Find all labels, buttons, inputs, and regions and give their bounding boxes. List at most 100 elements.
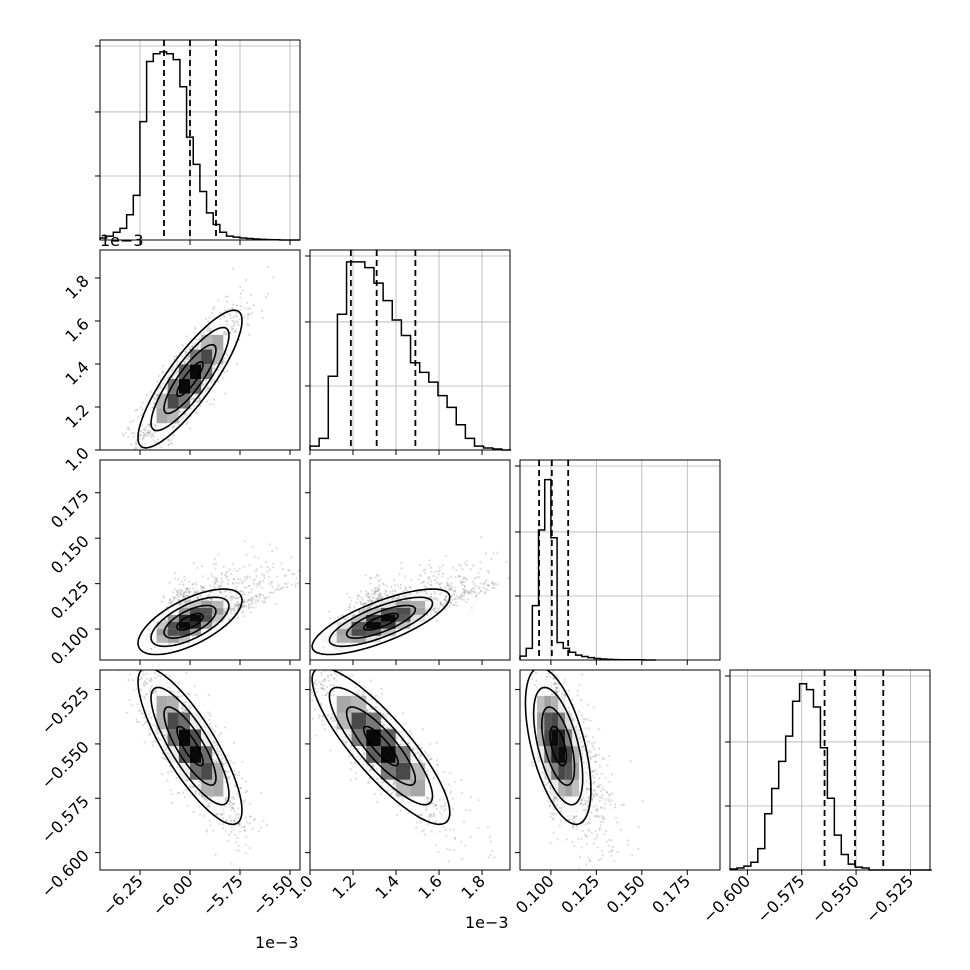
scatter-point xyxy=(185,587,188,590)
scatter-point xyxy=(396,584,399,587)
scatter-point xyxy=(212,366,215,369)
hist-panel-3 xyxy=(725,669,932,871)
scatter-point xyxy=(436,619,439,622)
scatter-point xyxy=(479,568,482,571)
scatter-point xyxy=(151,406,154,409)
scatter-point xyxy=(234,602,237,605)
scatter-point xyxy=(259,580,262,583)
scatter-point xyxy=(470,588,473,592)
scatter-point xyxy=(219,365,222,368)
scatter-point xyxy=(229,609,232,612)
scatter-point xyxy=(207,577,210,580)
scatter-point xyxy=(425,591,428,594)
scatter-point xyxy=(487,584,490,587)
scatter-point xyxy=(244,600,247,603)
scatter-point xyxy=(234,821,237,824)
scatter-point xyxy=(178,603,182,606)
scatter-point xyxy=(233,578,236,581)
scatter-point xyxy=(149,390,152,393)
scatter-point xyxy=(226,295,229,298)
scatter-point xyxy=(461,581,465,584)
scatter-point xyxy=(250,598,253,602)
scatter-point xyxy=(398,573,401,576)
scatter-point xyxy=(230,826,233,829)
scatter-point xyxy=(153,430,156,434)
scatter-point xyxy=(127,435,130,438)
scatter-point xyxy=(429,595,432,599)
scatter-point xyxy=(162,371,165,374)
scatter-point xyxy=(232,582,235,586)
scatter-point xyxy=(165,735,168,738)
scatter-point xyxy=(179,602,182,605)
scatter-point xyxy=(443,598,446,601)
scatter-point xyxy=(154,423,157,426)
scatter-point xyxy=(367,592,370,596)
scatter-point xyxy=(492,582,496,585)
scatter-point xyxy=(152,690,155,693)
scatter-point xyxy=(234,785,237,788)
scatter-point xyxy=(494,582,497,586)
scatter-point xyxy=(228,307,231,310)
scatter-point xyxy=(259,593,262,597)
scatter-point xyxy=(442,604,445,608)
scatter-point xyxy=(405,593,408,596)
scatter-point xyxy=(120,666,122,668)
scatter-point xyxy=(450,582,453,585)
scatter-point xyxy=(404,587,407,591)
scatter-point xyxy=(450,585,453,589)
scatter-point xyxy=(393,596,396,599)
scatter-point xyxy=(183,796,187,799)
scatter-point xyxy=(128,455,130,457)
scatter-point xyxy=(270,591,273,594)
scatter-point xyxy=(484,580,487,584)
scatter-point xyxy=(138,709,141,712)
scatter-point xyxy=(230,612,233,615)
scatter-point xyxy=(122,432,125,435)
scatter-point xyxy=(226,570,229,573)
scatter-point xyxy=(377,593,380,596)
scatter-point xyxy=(362,608,365,611)
scatter-point xyxy=(358,609,361,613)
scatter-point xyxy=(290,583,294,586)
scatter-point xyxy=(246,575,249,578)
scatter-point xyxy=(186,588,189,592)
scatter-point xyxy=(142,436,145,439)
scatter-point xyxy=(241,606,244,609)
scatter-point xyxy=(434,597,437,600)
scatter-point xyxy=(208,316,211,319)
scatter-point xyxy=(373,591,376,594)
scatter-point xyxy=(271,580,274,584)
scatter-frame-2-0 xyxy=(99,459,301,661)
scatter-point xyxy=(398,595,401,598)
density-cell xyxy=(381,600,396,608)
density-cell xyxy=(201,349,213,365)
scatter-point xyxy=(231,267,235,270)
scatter-point xyxy=(511,571,513,573)
scatter-point xyxy=(369,598,372,602)
scatter-point xyxy=(177,423,180,426)
scatter-point xyxy=(264,596,267,599)
scatter-point xyxy=(204,389,207,392)
scatter-point xyxy=(200,589,203,592)
scatter-point xyxy=(250,876,252,878)
scatter-point xyxy=(236,601,239,605)
scatter-point xyxy=(247,606,250,609)
scatter-point xyxy=(170,369,173,373)
scatter-point xyxy=(377,595,380,598)
scatter-point xyxy=(454,601,458,604)
scatter-point xyxy=(184,788,187,792)
scatter-point xyxy=(361,598,364,601)
scatter-point xyxy=(235,581,238,584)
scatter-point xyxy=(168,581,171,584)
scatter-point xyxy=(248,822,251,825)
scatter-point xyxy=(186,588,189,591)
scatter-point xyxy=(297,569,300,572)
scatter-point xyxy=(224,769,228,772)
scatter-point xyxy=(360,596,363,599)
scatter-point xyxy=(374,586,377,589)
scatter-point xyxy=(463,584,466,588)
scatter-point xyxy=(180,602,183,605)
scatter-point xyxy=(171,368,174,371)
scatter-point xyxy=(233,819,236,822)
scatter-point xyxy=(196,597,199,600)
